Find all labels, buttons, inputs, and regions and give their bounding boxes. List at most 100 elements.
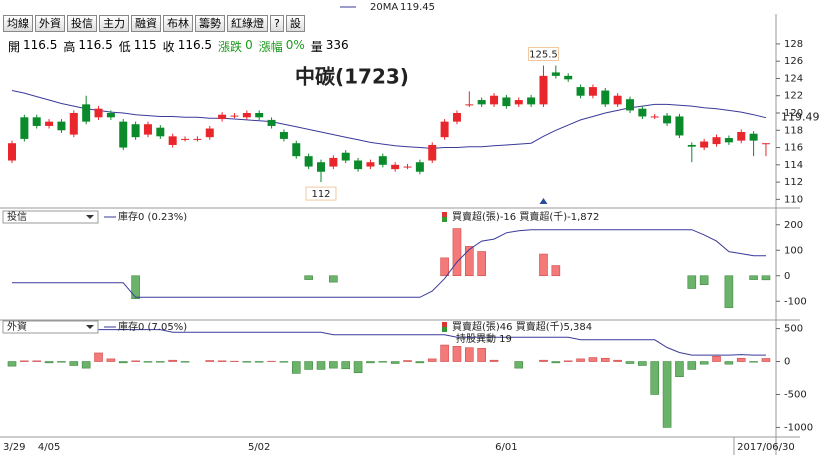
candle-body <box>292 143 301 157</box>
y-tick-label: 110 <box>784 194 803 205</box>
y-tick-label: 122 <box>784 91 803 102</box>
bar <box>217 360 227 362</box>
candle-body <box>156 127 165 137</box>
bar <box>205 360 215 362</box>
candle-body <box>366 162 375 167</box>
bar <box>180 361 190 363</box>
bar <box>304 275 313 280</box>
y-tick-label: 114 <box>784 160 803 171</box>
toolbar-button[interactable]: 融資 <box>131 15 161 32</box>
legend-value: 119.45 <box>400 2 435 13</box>
bar <box>390 361 400 364</box>
quote-label: 漲跌 <box>218 40 243 54</box>
bar <box>551 265 561 277</box>
bar <box>675 361 684 377</box>
bar <box>242 361 252 363</box>
x-tick-label: 2017/06/30 <box>737 442 795 453</box>
y-tick-label: 120 <box>784 108 803 119</box>
bar <box>254 361 264 363</box>
bar <box>279 361 289 363</box>
candle-body <box>724 138 733 143</box>
candle-body <box>131 124 140 138</box>
candle-body <box>465 104 474 106</box>
y-tick-label: -100 <box>784 296 807 307</box>
bar <box>563 360 573 362</box>
legend-label: 庫存0 (7.05%) <box>118 320 187 333</box>
quote-item: 低 115 <box>119 38 157 55</box>
bar <box>415 361 425 364</box>
candle-body <box>539 75 548 105</box>
y-tick-label: 128 <box>784 39 803 50</box>
bar <box>465 347 474 362</box>
note-icon <box>442 212 447 217</box>
bar <box>106 358 116 362</box>
candle-body <box>737 132 746 141</box>
quote-value: 115 <box>133 38 157 52</box>
candle-body <box>551 72 560 76</box>
bar <box>551 361 561 364</box>
candle-body <box>514 100 523 105</box>
selector-arrow <box>86 325 94 329</box>
candle-body <box>57 121 66 131</box>
bar <box>452 228 462 277</box>
quote-value: 116.5 <box>78 38 113 52</box>
bar <box>699 361 709 365</box>
candle-body <box>588 87 597 96</box>
candle-body <box>502 97 511 107</box>
bar <box>650 361 660 395</box>
toolbar-button[interactable]: 均線 <box>3 15 33 32</box>
selector-label: 投信 <box>7 210 27 223</box>
toolbar-button[interactable]: 籌勢 <box>195 15 225 32</box>
candle-body <box>477 100 486 105</box>
quote-item: 量 336 <box>311 38 349 55</box>
line-series <box>11 90 767 149</box>
line-series <box>12 329 766 356</box>
candle-body <box>378 156 387 165</box>
extreme-box <box>527 47 559 61</box>
bar <box>687 275 697 289</box>
x-tick-label: 4/05 <box>38 442 60 453</box>
bar <box>477 348 486 362</box>
toolbar-button[interactable]: 紅綠燈 <box>227 15 268 32</box>
candle-body <box>69 113 78 135</box>
candle-body <box>761 143 770 145</box>
bar <box>749 361 758 363</box>
toolbar: 均線 外資 投信 主力 融資 布林 籌勢 紅綠燈? 設 <box>3 15 305 32</box>
candle-body <box>304 156 313 167</box>
toolbar-button[interactable]: ? <box>270 15 284 32</box>
candle-body <box>403 166 412 168</box>
quote-item: 漲幅 0% <box>259 38 305 55</box>
candle-body <box>626 99 634 111</box>
y-tick-label: 100 <box>784 245 803 256</box>
quote-label: 低 <box>118 40 131 54</box>
candle-body <box>490 95 499 105</box>
y-tick-label: 118 <box>784 125 803 136</box>
candle-body <box>242 113 251 118</box>
toolbar-button[interactable]: 投信 <box>67 15 97 32</box>
candle-body <box>638 108 647 117</box>
candle-body <box>267 119 276 126</box>
bar <box>687 361 697 370</box>
toolbar-button[interactable]: 主力 <box>99 15 129 32</box>
x-tick-label: 5/02 <box>248 442 270 453</box>
toolbar-button[interactable]: 外資 <box>35 15 65 32</box>
candle-body <box>32 117 41 126</box>
toolbar-button[interactable]: 布林 <box>163 15 193 32</box>
y-tick-label: 116 <box>784 143 803 154</box>
bar <box>32 360 42 362</box>
toolbar-button[interactable]: 設 <box>285 15 305 32</box>
bar <box>403 360 412 362</box>
candle-body <box>452 113 461 122</box>
note: 買賣超(張)-16 買賣超(千)-1,872 <box>452 210 599 223</box>
bar <box>378 361 388 363</box>
bar <box>440 257 449 277</box>
candle-body <box>749 133 758 141</box>
bar <box>736 357 746 362</box>
candle-body <box>168 136 177 145</box>
bar <box>625 361 635 364</box>
bar <box>724 361 734 365</box>
selector-box <box>2 320 99 334</box>
quote-label: 開 <box>8 40 21 54</box>
bar <box>724 275 734 308</box>
